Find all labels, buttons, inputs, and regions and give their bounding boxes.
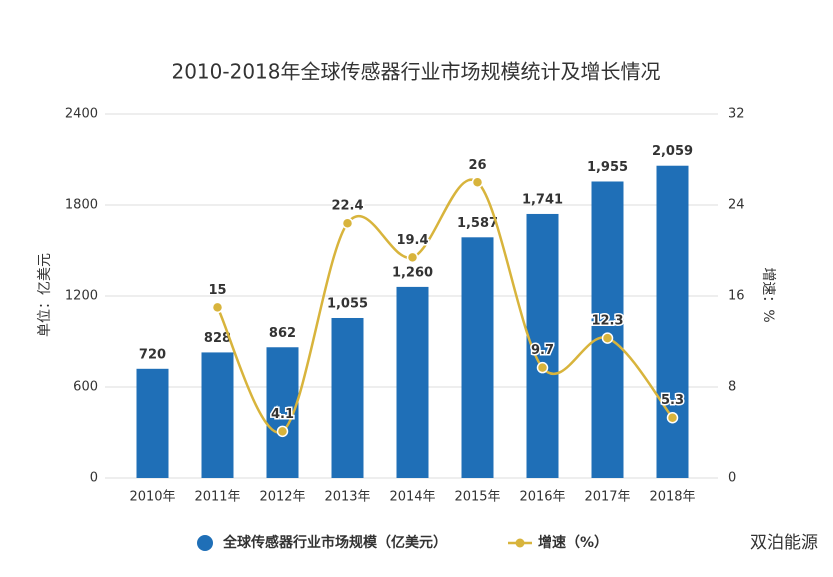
line-value-label: 19.4	[396, 233, 428, 248]
x-tick-label: 2011年	[194, 490, 240, 505]
bar	[331, 317, 364, 478]
line-value-label: 26	[468, 158, 486, 173]
line-value-label: 22.4	[331, 199, 363, 214]
bar-value-label: 720	[139, 347, 166, 362]
x-tick-label: 2015年	[454, 490, 500, 505]
bar-value-label: 2,059	[652, 144, 693, 159]
bar	[201, 352, 234, 478]
line-value-label: 12.3	[591, 314, 623, 329]
bar-value-label: 1,055	[327, 296, 368, 311]
line-point	[536, 361, 549, 374]
bar	[591, 181, 624, 478]
line-point	[601, 332, 614, 344]
y-tick-label: 0	[90, 471, 98, 486]
chart-title: 2010-2018年全球传感器行业市场规模统计及增长情况	[171, 60, 660, 84]
y2-tick-label: 0	[728, 471, 736, 486]
watermark: 双泊能源	[750, 533, 818, 553]
y2-axis-label: 增速：%	[760, 267, 776, 322]
line-point	[341, 217, 354, 229]
bar-value-label: 828	[204, 331, 231, 346]
y-tick-label: 600	[73, 380, 98, 395]
bar-value-label: 1,955	[587, 160, 628, 175]
bar-value-label: 1,260	[392, 265, 433, 280]
y2-tick-label: 32	[728, 107, 745, 122]
bar	[136, 368, 169, 478]
line-value-label: 9.7	[531, 343, 554, 358]
bar	[461, 237, 494, 478]
y-axis-label: 单位：亿美元	[37, 253, 53, 337]
x-tick-label: 2018年	[649, 490, 695, 505]
legend-label: 全球传感器行业市场规模（亿美元）	[222, 534, 447, 551]
legend-label: 增速（%）	[538, 534, 608, 551]
line-point	[471, 176, 484, 188]
x-tick-label: 2012年	[259, 490, 305, 505]
x-tick-label: 2017年	[584, 490, 630, 505]
x-tick-label: 2014年	[389, 490, 435, 505]
bar-value-label: 1,587	[457, 216, 498, 231]
bar	[656, 165, 689, 479]
y-tick-label: 1200	[65, 289, 98, 304]
x-tick-label: 2013年	[324, 490, 370, 505]
line-value-label: 15	[208, 283, 226, 298]
y2-tick-label: 16	[728, 289, 745, 304]
line-value-label: 5.3	[661, 393, 684, 408]
bar-value-label: 862	[269, 326, 296, 341]
legend-swatch	[197, 535, 213, 551]
x-tick-label: 2010年	[129, 490, 175, 505]
line-point	[666, 411, 679, 424]
line-point	[406, 251, 419, 264]
line-point	[211, 301, 224, 314]
y2-tick-label: 24	[728, 198, 745, 213]
y2-tick-label: 8	[728, 380, 736, 395]
bar-value-label: 1,741	[522, 192, 563, 207]
y-tick-label: 2400	[65, 107, 98, 122]
bar	[396, 286, 429, 478]
legend-swatch	[515, 538, 525, 548]
line-value-label: 4.1	[271, 407, 294, 422]
line-point	[276, 425, 289, 438]
y-tick-label: 1800	[65, 198, 98, 213]
x-tick-label: 2016年	[519, 490, 565, 505]
